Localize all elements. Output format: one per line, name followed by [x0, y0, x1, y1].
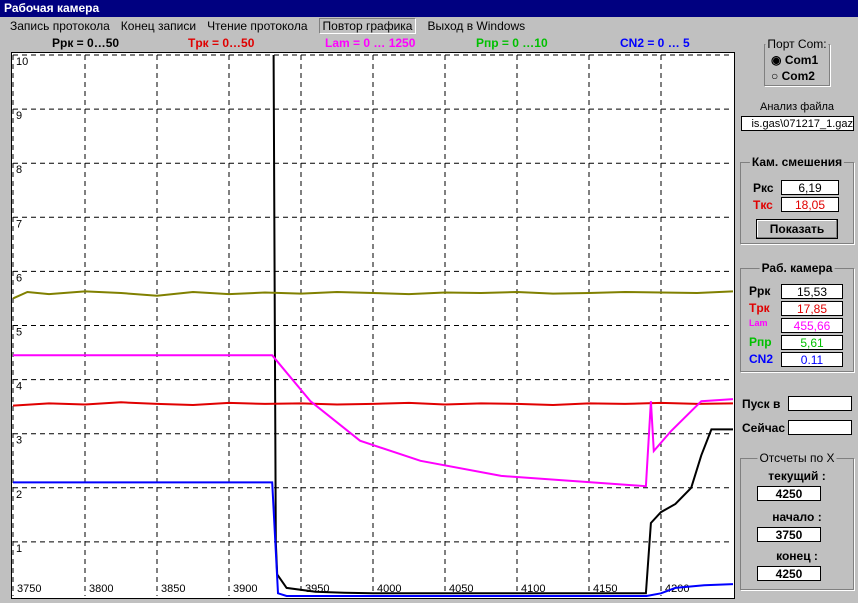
menu-item[interactable]: Запись протокола	[10, 19, 110, 33]
group-title: Кам. смешения	[749, 155, 845, 169]
value-field: 15,53	[781, 284, 843, 299]
x-tick-label: 3950	[305, 583, 329, 595]
value-field: 0.11	[781, 352, 843, 367]
legend-entry: CN2 = 0 … 5	[620, 36, 690, 50]
label: начало :	[772, 510, 822, 524]
value-field: 17,85	[781, 301, 843, 316]
x-tick-label: 4200	[665, 583, 689, 595]
menu-item[interactable]: Выход в Windows	[427, 19, 526, 33]
y-tick-label: 7	[16, 218, 22, 230]
work-group: Раб. камера Pрк 15,53 Tрк 17,85 Lam 455,66 Pпр…	[740, 261, 854, 372]
counts-group: Отсчеты по X текущий : 4250 начало : 375…	[740, 451, 854, 590]
menu-bar: Запись протокола Конец записи Чтение прото…	[10, 18, 536, 34]
y-tick-label: 5	[16, 327, 22, 339]
value-field: 18,05	[781, 197, 839, 212]
y-tick-label: 4	[16, 381, 22, 393]
x-tick-label: 3900	[233, 583, 257, 595]
x-tick-label: 4000	[377, 583, 401, 595]
legend-entry: Pрк = 0…50	[52, 36, 120, 50]
label: Анализ файла	[760, 101, 835, 113]
label: конец :	[776, 549, 818, 563]
radio[interactable]: ◉ Com1	[771, 53, 819, 67]
x-tick-label: 4150	[593, 583, 617, 595]
value-field[interactable]: 4250	[757, 566, 821, 581]
label: Pпр	[749, 335, 772, 349]
group-title: Отсчеты по X	[757, 451, 837, 465]
y-tick-label: 1	[16, 543, 22, 555]
label: Tрк	[749, 301, 770, 315]
label: CN2	[749, 352, 774, 366]
legend-entry: Lam = 0 … 1250	[325, 36, 416, 50]
mix-group: Кам. смешения Pкс 6,19 Tкс 18,05 Показат…	[740, 155, 854, 244]
title-bar: Рабочая камера	[0, 0, 858, 17]
y-tick-label: 10	[16, 56, 28, 68]
label: Сейчас	[742, 421, 786, 435]
y-tick-label: 9	[16, 110, 22, 122]
y-tick-label: 8	[16, 164, 22, 176]
value-field: 6,19	[781, 180, 839, 195]
legend-entry: Pпр = 0 …10	[476, 36, 548, 50]
radio[interactable]: ○ Com2	[771, 69, 815, 83]
label: Pрк	[749, 284, 771, 298]
group-title: Порт Com:	[765, 37, 829, 51]
radio-label: Com2	[781, 69, 815, 83]
label: Tкс	[753, 198, 773, 212]
file-field[interactable]: is.gas\071217_1.gaz	[741, 116, 854, 131]
label: Lam	[749, 318, 768, 328]
series-line	[272, 54, 733, 595]
start-field[interactable]	[788, 396, 852, 411]
x-tick-label: 3800	[89, 583, 113, 595]
series-line	[12, 290, 734, 300]
value-field[interactable]: 4250	[757, 486, 821, 501]
chart: 1 2 3 4 5 6 7 8 9 10 3750 3800 3850 3900 3950 4000 4050 4…	[11, 52, 735, 599]
menu-item[interactable]: Повтор графика	[318, 18, 417, 34]
now-field[interactable]	[788, 420, 852, 435]
menu-item[interactable]: Конец записи	[120, 19, 197, 33]
x-tick-label: 4100	[521, 583, 545, 595]
value-field: 455,66	[781, 318, 843, 333]
y-tick-label: 6	[16, 272, 22, 284]
value-field: 5,61	[781, 335, 843, 350]
group-title: Раб. камера	[759, 261, 835, 275]
y-tick-label: 2	[16, 489, 22, 501]
series-line	[12, 401, 734, 407]
x-tick-label: 4050	[449, 583, 473, 595]
radio-label: Com1	[784, 53, 819, 67]
y-tick-label: 3	[16, 435, 22, 447]
series-line	[13, 481, 734, 597]
label: текущий :	[768, 469, 826, 483]
x-tick-label: 3850	[161, 583, 185, 595]
label: Pкс	[753, 181, 774, 195]
value-field[interactable]: 3750	[757, 527, 821, 542]
legend-entry: Tрк = 0…50	[188, 36, 255, 50]
port-group: Порт Com: ◉ Com1 ○ Com2	[764, 37, 830, 86]
x-tick-label: 3750	[17, 583, 41, 595]
show-button[interactable]: Показать	[756, 219, 838, 239]
menu-item[interactable]: Чтение протокола	[207, 19, 308, 33]
label: Пуск в	[742, 397, 781, 411]
series-line	[13, 354, 734, 488]
